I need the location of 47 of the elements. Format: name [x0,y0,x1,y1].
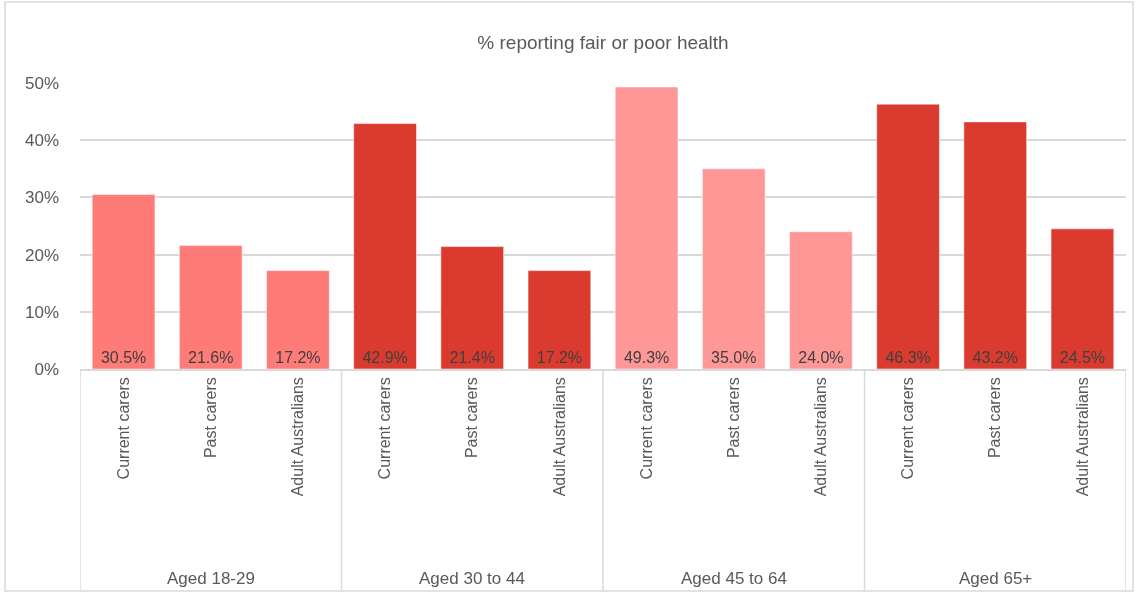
x-tick-label: Adult Australians [550,377,568,497]
bar [876,103,940,369]
data-label: 21.4% [449,349,495,366]
bar [440,246,505,369]
x-tick-label: Adult Australians [1073,377,1091,497]
y-tick-label: 10% [24,302,59,322]
y-tick-label: 40% [24,131,59,151]
bar [789,231,853,369]
text: Aged 18-29 [167,569,255,588]
bar [701,168,766,369]
x-tick-label: Adult Australians [289,377,307,497]
data-label: 24.0% [798,349,844,366]
bar [963,121,1028,369]
bar [614,86,679,369]
bar [178,244,243,369]
bar [353,123,417,369]
data-label: 49.3% [623,349,670,366]
data-label: 42.9% [362,349,408,366]
data-label: 46.3% [885,349,931,366]
data-label: 17.2% [275,349,321,366]
x-tick-label: Past carers [463,377,481,459]
x-tick-label: Current carers [376,377,394,480]
data-label: 21.6% [188,349,234,366]
x-tick-label: Past carers [986,377,1004,459]
bar [527,270,592,369]
y-tick-label: 20% [24,245,59,265]
text: Aged 30 to 44 [419,569,525,588]
data-label: 35.0% [711,349,757,366]
data-label: 24.5% [1059,349,1106,366]
bar [266,270,330,369]
text: Aged 65+ [959,569,1033,588]
y-tick-label: 50% [24,73,59,93]
y-tick-label: 30% [24,188,59,208]
x-tick-label: Current carers [899,377,917,480]
x-tick-label: Adult Australians [812,377,830,497]
data-label: 17.2% [536,349,583,366]
data-label: 30.5% [100,349,147,366]
bar [1050,228,1115,369]
x-tick-label: Past carers [201,377,219,459]
x-tick-label: Past carers [724,377,742,459]
data-label: 43.2% [972,349,1018,366]
text: Aged 45 to 64 [681,569,787,588]
x-tick-label: Current carers [114,377,132,480]
bar [91,194,156,369]
chart-title: % reporting fair or poor health [477,31,729,53]
y-tick-label: 0% [34,359,59,379]
x-tick-label: Current carers [637,377,655,480]
